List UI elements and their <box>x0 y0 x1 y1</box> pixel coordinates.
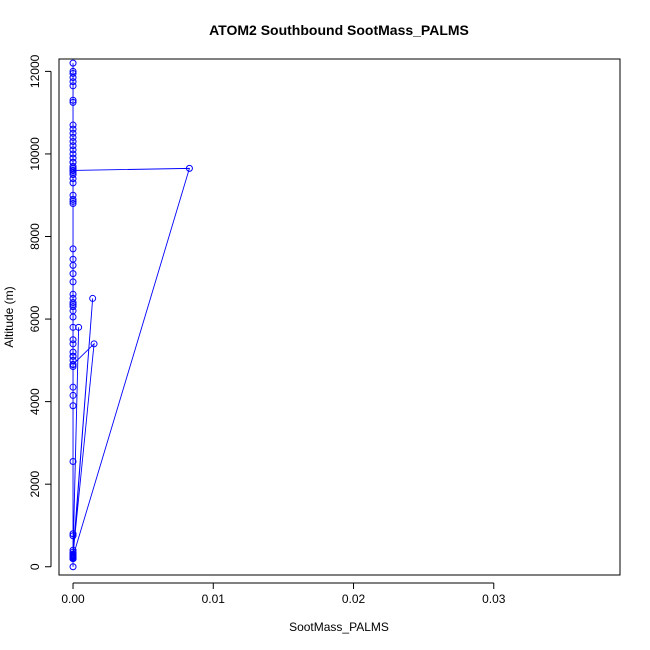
x-axis: 0.00 0.01 0.02 0.03 <box>61 582 506 606</box>
data-point <box>69 278 77 286</box>
data-point <box>69 179 77 187</box>
data-point <box>69 154 77 162</box>
y-axis-label: Altitude (m) <box>2 286 16 347</box>
y-tick-label: 8000 <box>28 223 42 250</box>
data-point <box>69 340 77 348</box>
x-tick-label: 0.02 <box>342 592 366 606</box>
data-point <box>69 191 77 199</box>
data-point <box>69 129 77 137</box>
series-line <box>72 63 191 567</box>
data-point <box>69 294 77 302</box>
data-point <box>69 98 77 106</box>
data-point <box>69 164 77 172</box>
data-point <box>69 554 77 562</box>
data-point <box>69 133 77 141</box>
data-point <box>69 402 77 410</box>
data-point <box>69 303 77 311</box>
x-tick-label: 0.03 <box>482 592 506 606</box>
chart-title: ATOM2 Southbound SootMass_PALMS <box>209 22 469 38</box>
series-line-path <box>72 63 191 567</box>
data-point <box>69 352 77 360</box>
data-point <box>69 82 77 90</box>
data-point <box>69 199 77 207</box>
data-point <box>69 78 77 86</box>
data-point <box>90 340 98 348</box>
y-tick-label: 4000 <box>28 388 42 415</box>
data-point <box>69 245 77 253</box>
data-point <box>69 125 77 133</box>
data-point <box>185 164 193 172</box>
series-points <box>69 59 193 571</box>
data-point <box>69 336 77 344</box>
data-point <box>69 121 77 129</box>
data-point <box>69 150 77 158</box>
data-point <box>69 146 77 154</box>
data-point <box>69 391 77 399</box>
y-tick-label: 12000 <box>28 54 42 88</box>
data-point <box>69 348 77 356</box>
data-point <box>69 530 77 538</box>
data-point <box>69 383 77 391</box>
data-point <box>69 356 77 364</box>
data-point <box>69 307 77 315</box>
plot-frame <box>58 58 621 576</box>
data-point <box>69 299 77 307</box>
data-point <box>69 563 77 571</box>
data-point <box>69 142 77 150</box>
x-tick-label: 0.00 <box>61 592 85 606</box>
data-point <box>89 294 97 302</box>
y-tick-label: 0 <box>28 563 42 570</box>
data-point <box>69 138 77 146</box>
data-point <box>69 195 77 203</box>
data-point <box>69 360 77 368</box>
data-point <box>69 69 77 77</box>
data-point <box>69 166 77 174</box>
data-point <box>69 96 77 104</box>
data-point <box>69 270 77 278</box>
data-point <box>69 323 77 331</box>
y-tick-label: 10000 <box>28 137 42 171</box>
data-point <box>69 457 77 465</box>
x-tick-label: 0.01 <box>202 592 226 606</box>
y-tick-label: 2000 <box>28 471 42 498</box>
data-point <box>69 59 77 67</box>
data-point <box>69 532 77 540</box>
y-axis: 0 2000 4000 6000 8000 10000 12000 <box>28 54 52 570</box>
data-point <box>69 261 77 269</box>
data-point <box>69 290 77 298</box>
x-axis-label: SootMass_PALMS <box>289 620 389 634</box>
data-point <box>69 74 77 82</box>
data-point <box>69 175 77 183</box>
y-tick-label: 6000 <box>28 305 42 332</box>
